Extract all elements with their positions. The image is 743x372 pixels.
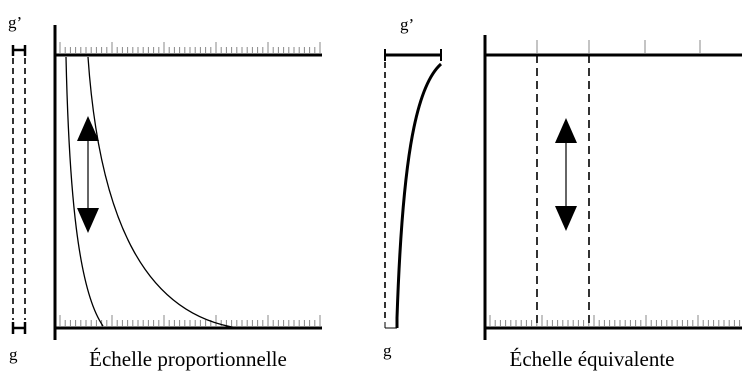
left-gauge-indicator [11, 45, 27, 334]
right-scale-frame [483, 35, 742, 340]
left-scale-frame [53, 25, 322, 340]
left-top-ruler [59, 42, 321, 53]
left-curve-outer [87, 56, 239, 329]
right-band [536, 55, 590, 328]
right-bottom-ruler [489, 315, 741, 326]
right-top-ruler [536, 40, 701, 53]
right-label-top: g’ [400, 15, 414, 34]
left-caption: Échelle proportionnelle [89, 347, 287, 371]
left-bottom-ruler [59, 315, 321, 326]
left-label-bottom: g [9, 345, 18, 364]
left-label-top: g’ [8, 13, 22, 32]
right-label-bottom: g [383, 341, 392, 360]
right-gauge-indicator [384, 49, 443, 329]
left-curve-inner [65, 56, 104, 327]
double-arrow-icon [555, 118, 577, 231]
double-arrow-icon [77, 116, 99, 233]
right-caption: Échelle équivalente [510, 347, 675, 371]
